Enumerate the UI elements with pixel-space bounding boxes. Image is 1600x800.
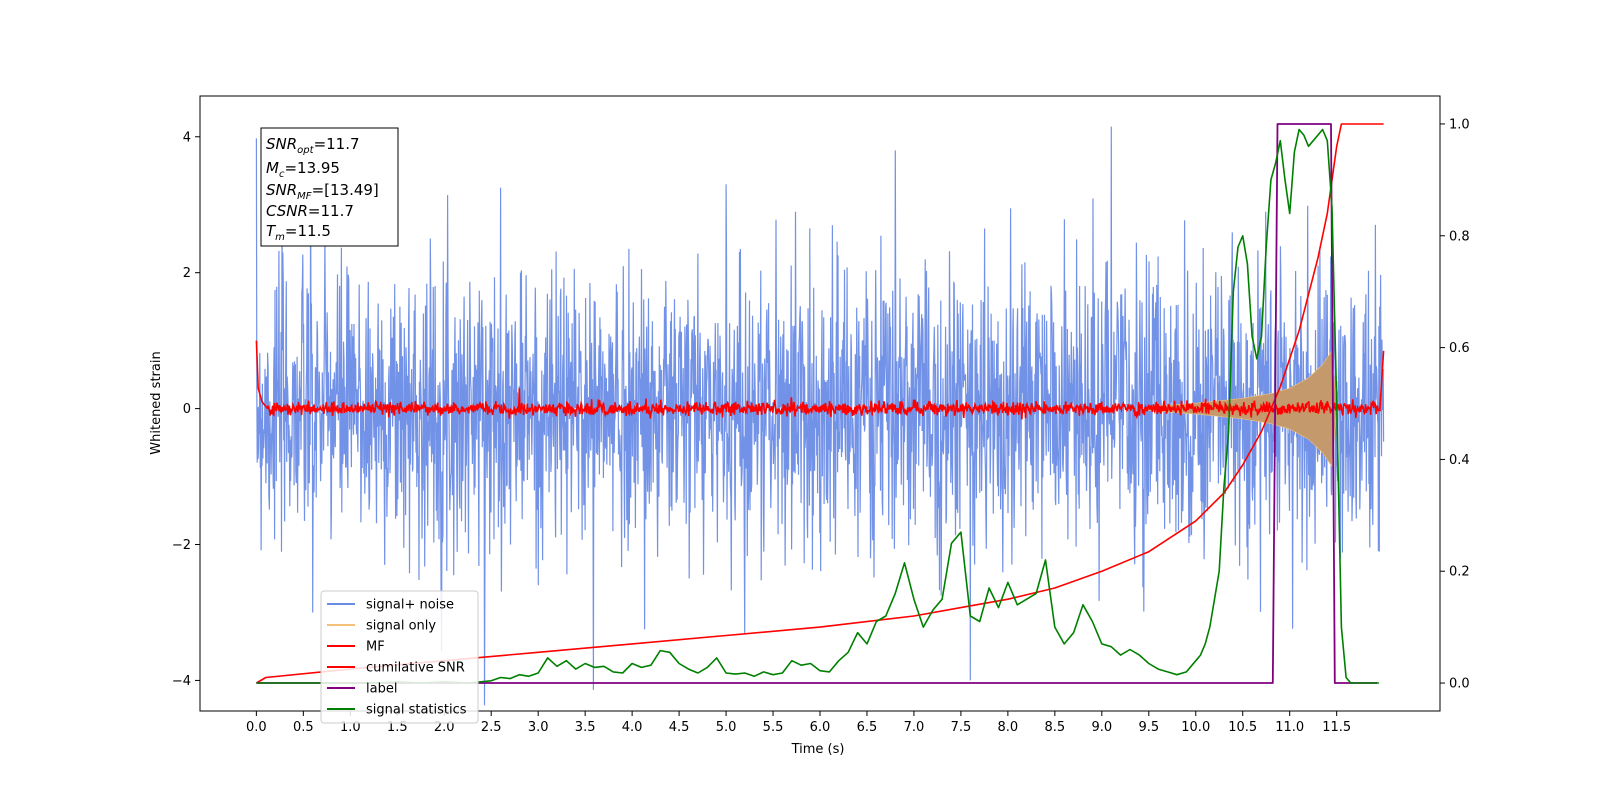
legend-label: signal+ noise <box>366 598 454 613</box>
series-layer <box>255 123 1385 706</box>
x-tick-label: 8.5 <box>1045 720 1066 735</box>
series-mf <box>255 340 1385 420</box>
y-axis-label: Whitened strain <box>149 351 164 454</box>
x-tick-label: 3.5 <box>575 720 596 735</box>
y-tick-label: −2 <box>172 538 191 553</box>
legend: signal+ noise signal only MF cumilative SNR… <box>320 590 479 724</box>
annotation-csnr: CSNR=11.7 <box>266 202 354 220</box>
legend-label: signal only <box>366 619 436 634</box>
legend-label: signal statistics <box>366 703 467 718</box>
y2-tick-label: 0.4 <box>1449 453 1470 468</box>
x-tick-label: 1.5 <box>387 720 408 735</box>
x-tick-label: 4.5 <box>669 720 690 735</box>
x-tick-label: 1.0 <box>340 720 361 735</box>
legend-label: label <box>366 682 397 697</box>
y2-tick-label: 0.8 <box>1449 229 1470 244</box>
x-tick-label: 5.5 <box>763 720 784 735</box>
x-tick-label: 11.5 <box>1322 720 1351 735</box>
annotation-snr-mf: SNRMF=[13.49] <box>266 181 379 202</box>
legend-label: MF <box>366 640 385 655</box>
annotation-mc: Mc=13.95 <box>266 159 340 180</box>
x-tick-label: 10.5 <box>1228 720 1257 735</box>
y-tick-label: 2 <box>183 266 191 281</box>
y2-tick-label: 0.2 <box>1449 565 1470 580</box>
x-tick-label: 7.0 <box>904 720 925 735</box>
annotation-box: SNRopt=11.7 Mc=13.95 SNRMF=[13.49] CSNR=… <box>260 127 399 247</box>
x-tick-label: 4.0 <box>622 720 643 735</box>
y-tick-label: −4 <box>172 674 191 689</box>
x-tick-label: 7.5 <box>951 720 972 735</box>
y2-tick-label: 0.0 <box>1449 677 1470 692</box>
y-tick-label: 4 <box>183 130 191 145</box>
x-tick-label: 11.0 <box>1275 720 1304 735</box>
legend-frame <box>320 590 479 724</box>
y-tick-label: 0 <box>183 402 191 417</box>
series-signal-statistics <box>256 128 1379 684</box>
y2-tick-label: 1.0 <box>1449 117 1470 132</box>
x-axis-label: Time (s) <box>791 742 845 757</box>
x-tick-label: 6.0 <box>810 720 831 735</box>
x-tick-label: 9.5 <box>1138 720 1159 735</box>
x-tick-label: 0.0 <box>246 720 267 735</box>
x-tick-label: 9.0 <box>1091 720 1112 735</box>
annotation-frame <box>260 127 399 247</box>
annotation-tm: Tm=11.5 <box>266 222 331 243</box>
series-label <box>256 123 1378 684</box>
x-tick-label: 2.0 <box>434 720 455 735</box>
series-cumulative-snr <box>255 123 1384 684</box>
x-tick-label: 6.5 <box>857 720 878 735</box>
x-tick-label: 5.0 <box>716 720 737 735</box>
x-tick-label: 10.0 <box>1181 720 1210 735</box>
x-tick-label: 0.5 <box>293 720 314 735</box>
axes-layer: 0.0 0.5 1.0 1.5 2.0 2.5 3.0 3.5 4.0 4.5 5.0 5.5 6.0 6… <box>172 117 1470 735</box>
annotation-snr-opt: SNRopt=11.7 <box>266 135 360 156</box>
x-tick-label: 3.0 <box>528 720 549 735</box>
x-tick-label: 2.5 <box>481 720 502 735</box>
legend-label: cumilative SNR <box>366 661 465 676</box>
x-tick-label: 8.0 <box>998 720 1019 735</box>
y2-tick-label: 0.6 <box>1449 341 1470 356</box>
